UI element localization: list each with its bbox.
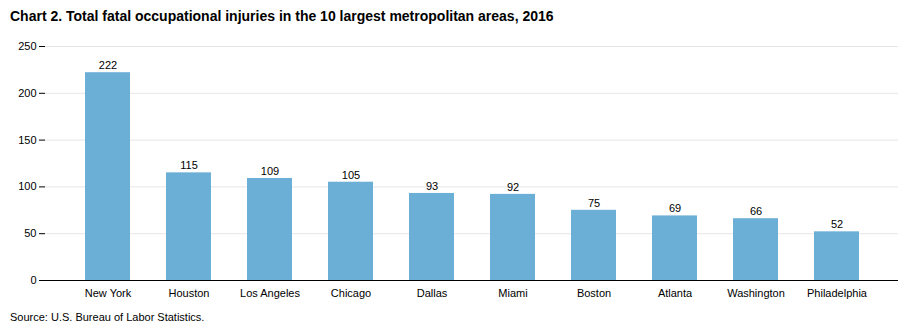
svg-text:Boston: Boston bbox=[577, 287, 611, 299]
svg-text:Washington: Washington bbox=[727, 287, 785, 299]
svg-text:115: 115 bbox=[180, 159, 198, 171]
svg-text:200: 200 bbox=[18, 87, 36, 99]
svg-text:105: 105 bbox=[342, 169, 360, 181]
svg-text:92: 92 bbox=[507, 181, 519, 193]
svg-text:Chicago: Chicago bbox=[331, 287, 371, 299]
svg-text:75: 75 bbox=[588, 197, 600, 209]
svg-text:New York: New York bbox=[85, 287, 132, 299]
svg-text:Atlanta: Atlanta bbox=[658, 287, 693, 299]
svg-text:0: 0 bbox=[30, 274, 36, 286]
svg-text:Miami: Miami bbox=[498, 287, 527, 299]
svg-text:66: 66 bbox=[750, 205, 762, 217]
svg-text:250: 250 bbox=[18, 40, 36, 52]
svg-text:Los Angeles: Los Angeles bbox=[240, 287, 300, 299]
svg-text:100: 100 bbox=[18, 180, 36, 192]
svg-text:150: 150 bbox=[18, 134, 36, 146]
html-text:Chart 2. Total fatal occupatio: Chart 2. Total fatal occupational injuri… bbox=[10, 8, 554, 24]
svg-text:93: 93 bbox=[426, 180, 438, 192]
svg-text:Dallas: Dallas bbox=[417, 287, 448, 299]
svg-text:Philadelphia: Philadelphia bbox=[807, 287, 868, 299]
svg-text:50: 50 bbox=[24, 227, 36, 239]
svg-text:52: 52 bbox=[831, 218, 843, 230]
svg-text:222: 222 bbox=[99, 59, 117, 71]
html-text:Source: U.S. Bureau of Labor S: Source: U.S. Bureau of Labor Statistics. bbox=[10, 311, 205, 323]
svg-text:109: 109 bbox=[261, 165, 279, 177]
svg-text:Houston: Houston bbox=[169, 287, 210, 299]
svg-text:69: 69 bbox=[669, 202, 681, 214]
